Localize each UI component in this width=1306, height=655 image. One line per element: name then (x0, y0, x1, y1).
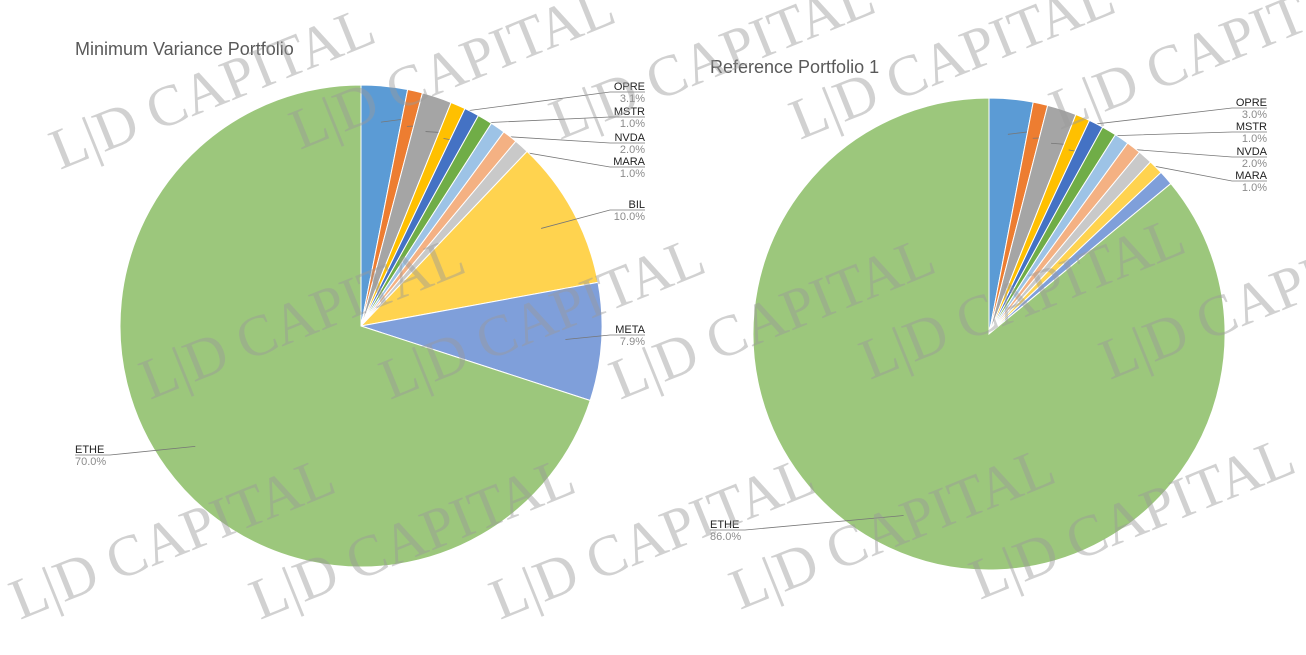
chart-title: Minimum Variance Portfolio (75, 39, 294, 59)
label-value: 70.0% (75, 456, 106, 468)
label-name: MSTR (1236, 121, 1267, 133)
chart-title: Reference Portfolio 1 (710, 57, 879, 77)
leader-line (710, 515, 904, 531)
label-name: NVDA (614, 132, 645, 144)
label-value: 1.0% (620, 168, 645, 180)
label-value: 2.0% (620, 144, 645, 156)
label-name: MSTR (614, 106, 645, 118)
pie-slice (752, 97, 1226, 571)
label-name: ETHE (75, 444, 104, 456)
pie-slice (119, 84, 591, 568)
pie-slice (360, 281, 603, 402)
label-name: OPRE (614, 81, 645, 93)
label-name: ETHE (710, 519, 739, 531)
label-name: MARA (613, 156, 645, 168)
leader-line (565, 334, 645, 340)
label-value: 3.1% (620, 93, 645, 105)
label-name: BIL (628, 199, 645, 211)
label-value: 86.0% (710, 531, 741, 543)
label-name: OPRE (1236, 97, 1267, 109)
label-value: 1.0% (620, 118, 645, 130)
label-name: NVDA (1236, 146, 1267, 158)
label-value: 1.0% (1242, 133, 1267, 145)
label-value: 3.0% (1242, 109, 1267, 121)
label-value: 2.0% (1242, 158, 1267, 170)
leader-line (75, 446, 196, 456)
label-value: 1.0% (1242, 182, 1267, 194)
pie-slice (359, 150, 599, 327)
label-value: 10.0% (614, 211, 645, 223)
label-name: META (615, 324, 645, 336)
label-value: 7.9% (620, 336, 645, 348)
label-name: MARA (1235, 170, 1267, 182)
leader-line (541, 209, 645, 229)
